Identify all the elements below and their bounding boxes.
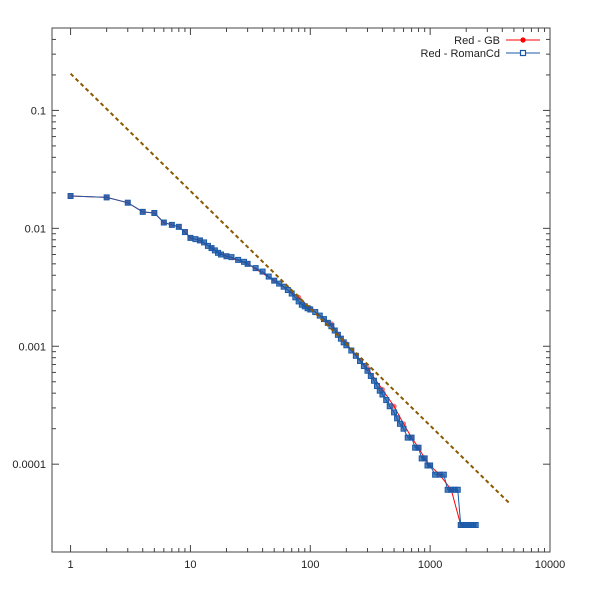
legend-label: Red - RomanCd [421,48,500,60]
data-point [280,283,287,290]
data-point [259,268,266,275]
data-point [168,221,175,228]
data-point [235,256,242,263]
x-tick-label: 1 [68,559,74,571]
data-point [391,403,397,409]
x-tick-label: 10 [184,559,196,571]
data-point [400,425,407,432]
data-point [360,363,367,370]
data-point [440,471,447,478]
data-point [386,403,393,410]
data-point [181,229,188,236]
data-point [124,199,131,206]
data-point [396,420,403,427]
series-line-1 [70,195,476,526]
reference-line [69,72,511,505]
data-point [454,486,461,493]
data-point [408,434,415,441]
x-tick-label: 100 [301,559,319,571]
data-point [276,280,283,287]
data-point [139,208,146,215]
x-tick-label: 10000 [535,559,566,571]
data-point [364,367,371,374]
data-point [357,357,364,364]
y-tick-label: 0.001 [18,341,46,353]
data-point [383,397,390,404]
data-point [103,194,110,201]
plot-frame [51,27,551,553]
data-point [201,239,208,246]
y-tick-label: 0.0001 [12,459,46,471]
data-point [187,234,194,241]
data-point [391,409,398,416]
y-tick-label: 0.01 [25,223,46,235]
series-line-0 [70,195,462,526]
x-tick-label: 1000 [418,559,442,571]
data-point [421,455,428,462]
data-point [175,223,182,230]
data-point [415,444,422,451]
data-point [271,277,278,284]
legend-label: Red - GB [454,35,500,47]
data-point [218,251,225,258]
data-point [427,462,434,469]
data-point [394,415,401,422]
data-point [379,391,386,398]
legend-marker [519,49,527,57]
data-point [67,193,74,200]
legend-marker [520,37,526,43]
data-point [370,377,377,384]
data-point [160,219,167,226]
data-point [295,298,302,305]
y-tick-label: 0.1 [31,105,46,117]
data-point [265,273,272,280]
data-point [223,253,230,260]
data-point [151,209,158,216]
data-point [367,372,374,379]
data-point [472,521,479,528]
data-point [252,265,259,272]
data-point [228,254,235,261]
data-point [244,260,251,267]
